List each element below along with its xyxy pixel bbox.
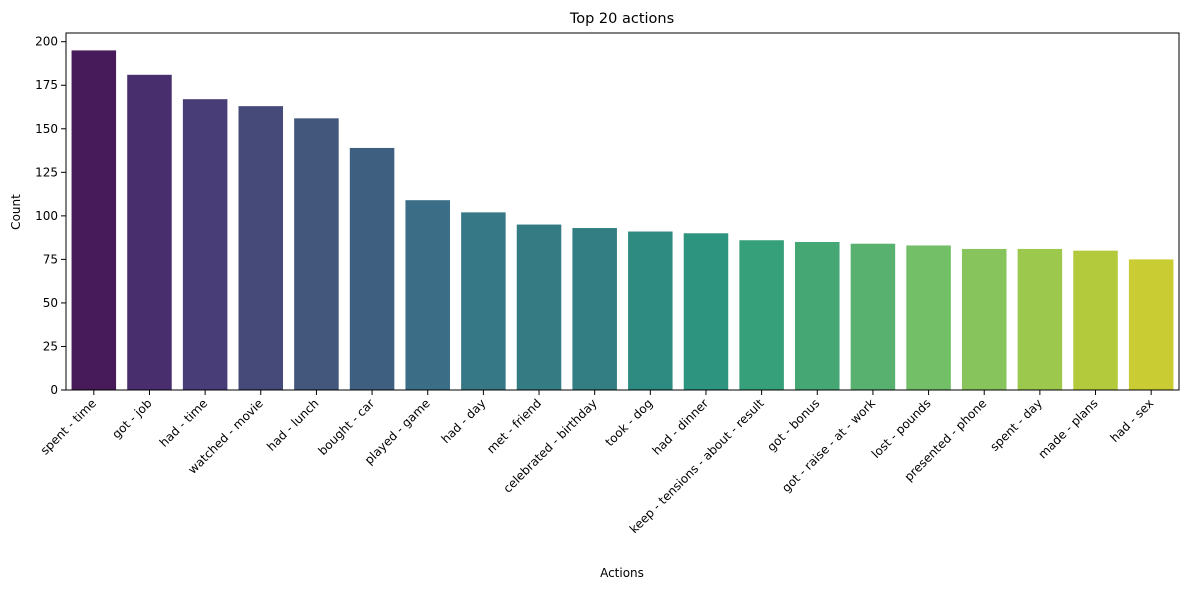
bar-12 (739, 240, 784, 390)
y-tick-label: 175 (35, 78, 58, 92)
bar-7 (461, 212, 506, 390)
x-tick-label: got - job (109, 396, 154, 441)
bar-10 (628, 231, 673, 390)
y-tick-label: 200 (35, 35, 58, 49)
bar-13 (795, 241, 840, 390)
chart-title: Top 20 actions (569, 11, 674, 27)
bar-5 (349, 147, 395, 390)
x-tick-label: spent - day (987, 396, 1045, 454)
bar-17 (1017, 248, 1063, 390)
x-tick-label: had - day (439, 396, 489, 446)
bar-9 (572, 228, 617, 390)
y-tick-label: 0 (50, 383, 58, 397)
plot-frame (65, 32, 1180, 391)
y-tick-label: 100 (35, 209, 58, 223)
bar-18 (1073, 250, 1118, 390)
y-tick-label: 75 (43, 252, 58, 266)
y-tick-label: 150 (35, 122, 58, 136)
x-tick-label: got - raise - at - work (779, 396, 878, 495)
bar-8 (516, 224, 562, 390)
x-tick-label: had - sex (1107, 396, 1156, 445)
bar-1 (127, 74, 172, 391)
bars-group (71, 50, 1174, 391)
bar-6 (405, 200, 450, 390)
bar-15 (906, 245, 951, 390)
y-tick-label: 50 (43, 296, 58, 310)
bar-0 (71, 50, 117, 390)
y-tick-label: 25 (43, 339, 58, 353)
x-tick-label: had - lunch (264, 396, 321, 453)
bar-11 (683, 233, 729, 390)
x-tick-label: spent - time (38, 396, 99, 457)
bar-19 (1128, 259, 1174, 390)
x-axis-title: Actions (600, 566, 644, 580)
x-tick-label: celebrated - birthday (500, 396, 599, 495)
y-tick-label: 125 (35, 165, 58, 179)
x-tick-label: bought - car (315, 396, 377, 458)
y-axis: 0 25 50 75 100 125 150 175 200 (35, 35, 66, 397)
bar-16 (961, 248, 1007, 390)
bar-2 (182, 99, 228, 391)
x-tick-label: got - bonus (764, 396, 822, 454)
x-tick-label: met - friend (484, 396, 544, 456)
bar-4 (294, 118, 339, 390)
x-tick-label: took - dog (603, 396, 656, 449)
x-tick-label: had - time (157, 396, 210, 449)
bar-14 (850, 243, 896, 390)
x-tick-label: made - plans (1035, 396, 1100, 461)
x-tick-label: had - dinner (650, 396, 712, 458)
bar-3 (238, 106, 284, 390)
y-axis-title: Count (9, 194, 23, 230)
